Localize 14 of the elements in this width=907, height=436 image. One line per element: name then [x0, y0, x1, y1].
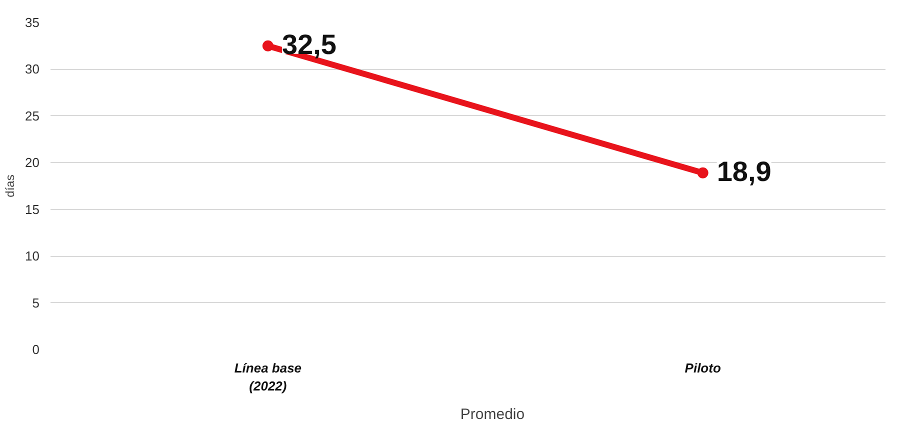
- data-label: 32,5: [282, 28, 336, 60]
- text: Promedio: [460, 406, 525, 422]
- y-tick-label: 15: [25, 202, 40, 217]
- x-tick-label: Piloto: [684, 360, 721, 376]
- y-tick-label: 0: [32, 342, 40, 357]
- y-tick-label: 25: [25, 108, 40, 124]
- data-label: 18,9: [716, 156, 772, 187]
- y-tick-label: 30: [25, 62, 40, 77]
- y-tick-label: 20: [25, 155, 40, 170]
- y-tick-label: 10: [25, 248, 40, 264]
- y-axis-title: días: [3, 174, 18, 198]
- y-tick-label: 5: [32, 295, 40, 310]
- y-tick-label: 35: [25, 15, 40, 30]
- x-tick-label: Línea base (2022): [234, 360, 302, 394]
